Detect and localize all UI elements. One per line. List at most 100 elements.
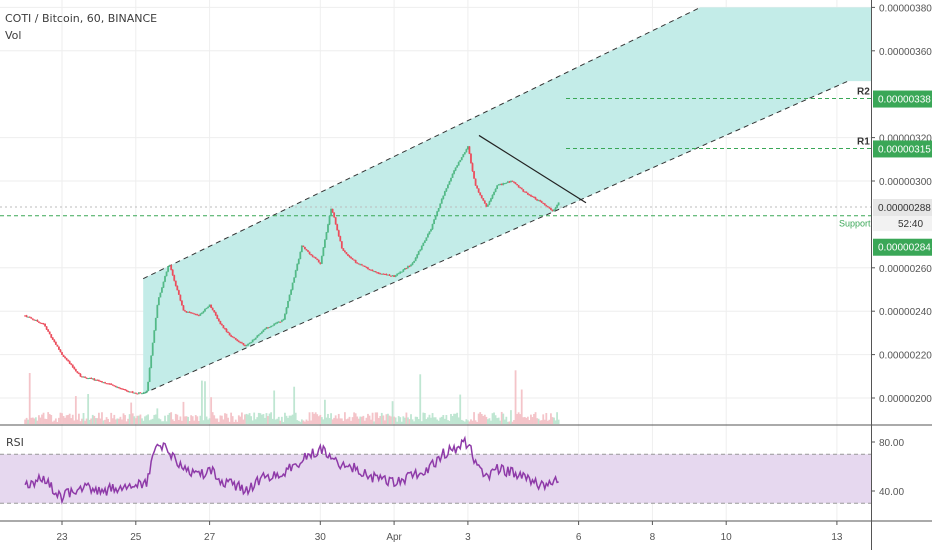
volume-bar: [290, 415, 292, 424]
volume-bar: [537, 418, 540, 424]
price-flag-r1[interactable]: 0.00000315: [873, 140, 932, 158]
volume-bar: [174, 413, 177, 424]
candle-body: [516, 184, 518, 186]
volume-bar: [284, 412, 286, 424]
candle-body: [119, 388, 122, 390]
candle-body: [159, 292, 162, 298]
volume-bar: [96, 418, 99, 424]
volume-bar: [210, 397, 213, 424]
candle-body: [36, 319, 39, 322]
volume-bar: [543, 419, 546, 424]
volume-bar: [548, 419, 551, 424]
price-flag-support[interactable]: 0.00000284: [873, 238, 932, 256]
volume-bar: [500, 411, 503, 424]
candle-body: [236, 339, 239, 341]
volume-bar: [310, 420, 312, 424]
volume-bar: [497, 417, 500, 424]
candle-body: [82, 376, 85, 378]
volume-bar: [217, 421, 220, 424]
volume-bar: [73, 420, 76, 424]
volume-bar: [270, 412, 272, 424]
volume-bar: [414, 416, 417, 424]
x-tick-label: 6: [576, 532, 582, 543]
volume-bar: [522, 417, 525, 424]
volume-bar: [245, 413, 248, 424]
volume-bar: [317, 416, 320, 424]
candle-body: [430, 229, 432, 232]
volume-bar: [373, 421, 376, 424]
volume-bar: [516, 413, 518, 424]
volume-bar: [531, 417, 534, 424]
volume-bar: [242, 419, 245, 424]
y-tick-label: 0.00000380: [879, 3, 932, 14]
candle-body: [145, 390, 148, 393]
volume-bar: [465, 419, 468, 424]
volume-bar: [101, 412, 103, 424]
volume-bar: [530, 414, 532, 424]
x-tick-label: 25: [130, 532, 142, 543]
candle-body: [113, 385, 116, 387]
candle-body: [540, 201, 543, 203]
volume-bar: [244, 414, 246, 424]
volume-bar: [74, 396, 77, 424]
candle-body: [514, 182, 517, 185]
rsi-pane[interactable]: [0, 435, 871, 505]
price-flag-last[interactable]: 0.00000288: [873, 199, 932, 217]
countdown-flag: 52:40: [873, 216, 932, 232]
volume-bar: [331, 419, 334, 424]
candle-body: [128, 391, 131, 393]
volume-bar: [302, 420, 305, 424]
r2-label: R2: [857, 87, 870, 98]
candle-body: [453, 170, 455, 174]
volume-bars: [24, 370, 560, 424]
volume-bar: [474, 420, 477, 424]
candle-body: [456, 165, 459, 168]
price-flag-r2[interactable]: 0.00000338: [873, 90, 932, 108]
candle-body: [526, 192, 529, 195]
candle-body: [134, 392, 137, 394]
candle-body: [385, 273, 388, 275]
candle-body: [493, 191, 495, 195]
candle-body: [24, 315, 26, 317]
volume-bar: [59, 412, 62, 424]
volume-bar: [93, 415, 96, 424]
candle-body: [216, 315, 219, 319]
volume-bar: [181, 420, 183, 424]
volume-bar: [104, 419, 106, 424]
candle-body: [50, 334, 53, 338]
candle-body: [105, 383, 108, 385]
candle-body: [497, 184, 500, 186]
volume-bar: [111, 418, 114, 424]
volume-bar: [460, 419, 463, 424]
volume-bar: [468, 421, 471, 424]
parallel-channel[interactable]: [142, 6, 871, 395]
volume-bar: [510, 410, 512, 424]
volume-bar: [370, 419, 372, 424]
candle-body: [302, 245, 305, 247]
candle-body: [227, 331, 229, 333]
volume-bar: [340, 418, 343, 424]
volume-bar: [147, 414, 149, 424]
volume-bar: [67, 414, 70, 424]
y-tick-label: 0.00000240: [879, 307, 932, 318]
candle-body: [62, 354, 65, 357]
volume-bar: [79, 421, 82, 424]
candle-body: [114, 385, 117, 388]
volume-bar: [467, 420, 469, 424]
candle-body: [76, 371, 79, 373]
candle-body: [413, 261, 415, 263]
volume-bar: [490, 420, 492, 424]
volume-bar: [443, 418, 446, 424]
volume-bar: [485, 416, 488, 424]
candle-body: [397, 273, 400, 275]
candle-body: [553, 209, 555, 212]
volume-bar: [354, 413, 357, 424]
candle-body: [317, 260, 320, 263]
volume-bar: [151, 418, 154, 424]
volume-bar: [505, 416, 508, 424]
candle-body: [279, 321, 282, 323]
volume-bar: [141, 418, 143, 424]
time-axis[interactable]: 23 25 27 30 Apr 3 6 8 10 13: [56, 521, 843, 543]
